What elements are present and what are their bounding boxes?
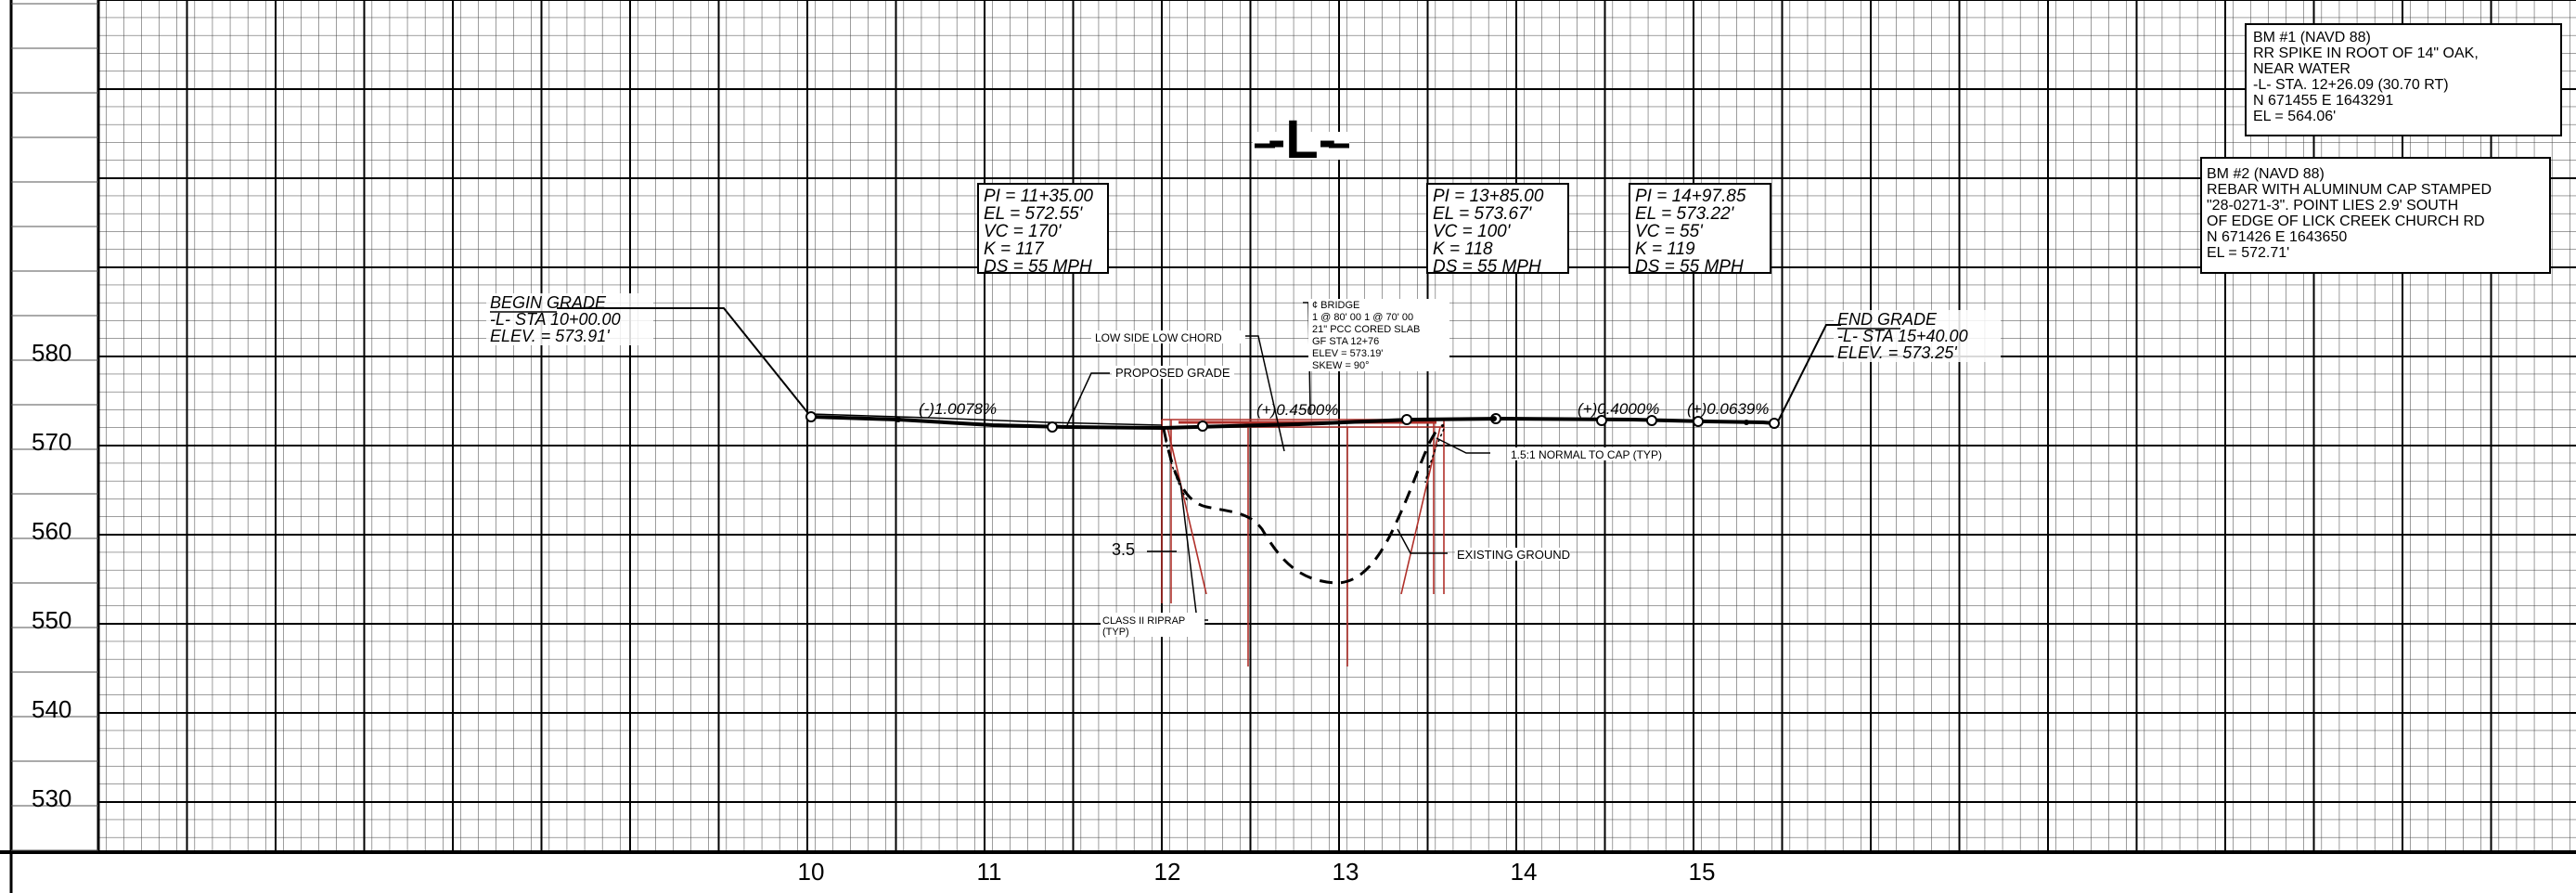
vc1-line: EL = 572.55' <box>984 204 1084 224</box>
benchmark-2-box: BM #2 (NAVD 88) REBAR WITH ALUMINUM CAP … <box>2200 157 2551 274</box>
bridge-callout: GF STA 12+76 <box>1312 336 1379 347</box>
existing-ground-line <box>1162 423 1445 585</box>
station-tick-label: 12 <box>1154 858 1181 886</box>
end-grade-line: -L- STA 15+40.00 <box>1837 327 1968 345</box>
bridge-callout: ELEV = 573.19' <box>1312 348 1383 359</box>
svg-text:PI = 13+85.00 EL = 573.6: PI = 13+85.00 EL = 573.67' VC = 100' K =… <box>1433 187 1549 277</box>
begin-grade-line: ELEV. = 573.91' <box>490 327 610 345</box>
elevation-tick-label: 580 <box>32 339 71 367</box>
title-letter: -L- <box>1268 110 1336 170</box>
bridge-callout: 21" PCC CORED SLAB <box>1312 324 1420 335</box>
elevation-axis: 580 570 560 550 540 530 <box>32 339 71 812</box>
vc2-line: EL = 573.67' <box>1433 204 1533 224</box>
bm1-line: N 671455 E 1643291 <box>2253 93 2393 109</box>
end-grade-line: END GRADE <box>1837 310 1938 329</box>
svg-text:BEGIN GRADE -L- STA 10+0: BEGIN GRADE -L- STA 10+00.00 ELEV. = 573… <box>490 293 625 345</box>
bm2-line: "28-0271-3". POINT LIES 2.9' SOUTH <box>2207 198 2458 214</box>
elevation-tick-label: 550 <box>32 606 71 634</box>
elevation-tick-label: 560 <box>32 517 71 545</box>
grade-label: (+)0.4500% <box>1256 401 1338 419</box>
bm2-line: N 671426 E 1643650 <box>2207 229 2347 245</box>
grade-label: (-)1.0078% <box>919 400 997 418</box>
begin-grade-note: BEGIN GRADE -L- STA 10+00.00 ELEV. = 573… <box>486 293 812 418</box>
slope-callout: 3.5 <box>1112 540 1135 559</box>
vc3-line: VC = 55' <box>1635 222 1704 241</box>
existing-ground-callout: EXISTING GROUND <box>1457 548 1570 562</box>
benchmark-1-box: BM #1 (NAVD 88) RR SPIKE IN ROOT OF 14" … <box>2245 23 2562 136</box>
elevation-tick-label: 540 <box>32 695 71 723</box>
end-grade-line: ELEV. = 573.25' <box>1837 343 1957 362</box>
bm1-line: NEAR WATER <box>2253 61 2351 77</box>
normal-to-cap-callout: 1.5:1 NORMAL TO CAP (TYP) <box>1511 448 1662 461</box>
svg-text:¢ BRIDGE 1 @ 80' 00 1 @: ¢ BRIDGE 1 @ 80' 00 1 @ 70' 00 21" PCC C… <box>1312 300 1423 371</box>
station-tick-label: 14 <box>1511 858 1538 886</box>
proposed-grade-line <box>805 411 1780 433</box>
vertical-curve-box-2: PI = 13+85.00 EL = 573.67' VC = 100' K =… <box>1426 183 1569 277</box>
riprap-callout: (TYP) <box>1102 627 1129 638</box>
vc1-line: VC = 170' <box>984 222 1063 241</box>
vertical-curve-box-3: PI = 14+97.85 EL = 573.22' VC = 55' K = … <box>1629 183 1771 277</box>
station-tick-label: 15 <box>1689 858 1716 886</box>
elevation-tick-label: 570 <box>32 428 71 456</box>
vc1-line: PI = 11+35.00 <box>984 187 1093 206</box>
profile-title: -L- <box>1253 110 1349 170</box>
vc2-line: K = 118 <box>1433 239 1493 259</box>
bm1-line: -L- STA. 12+26.09 (30.70 RT) <box>2253 77 2449 93</box>
bm2-line: EL = 572.71' <box>2207 245 2289 261</box>
station-tick-label: 10 <box>798 858 825 886</box>
vc3-line: PI = 14+97.85 <box>1635 187 1746 206</box>
bridge-callout: 1 @ 80' 00 1 @ 70' 00 <box>1312 312 1413 323</box>
grade-label: (+)0.4000% <box>1578 400 1659 418</box>
bm1-line: RR SPIKE IN ROOT OF 14" OAK, <box>2253 45 2479 61</box>
begin-grade-line: -L- STA 10+00.00 <box>490 310 621 329</box>
bm2-line: REBAR WITH ALUMINUM CAP STAMPED <box>2207 182 2492 198</box>
station-tick-label: 11 <box>977 858 1002 886</box>
left-margin-rows <box>11 3 98 851</box>
svg-text:BM #1 (NAVD 88) RR SPIKE: BM #1 (NAVD 88) RR SPIKE IN ROOT OF 14" … <box>2253 30 2482 124</box>
vc2-line: VC = 100' <box>1433 222 1512 241</box>
bridge-callout: SKEW = 90° <box>1312 360 1370 371</box>
grade-labels: (-)1.0078% (+)0.4500% (+)0.4000% (+)0.06… <box>919 400 1769 419</box>
svg-text:PI = 11+35.00 EL = 572.5: PI = 11+35.00 EL = 572.55' VC = 170' K =… <box>984 187 1098 277</box>
vc2-line: PI = 13+85.00 <box>1433 187 1544 206</box>
bm2-line: BM #2 (NAVD 88) <box>2207 166 2325 182</box>
bridge-callout: ¢ BRIDGE <box>1312 300 1359 311</box>
vc3-line: EL = 573.22' <box>1635 204 1735 224</box>
svg-text:CLASS II RIPRAP (TYP): CLASS II RIPRAP (TYP) <box>1102 615 1188 638</box>
vc1-line: DS = 55 MPH <box>984 257 1092 277</box>
vc2-line: DS = 55 MPH <box>1433 257 1541 277</box>
vertical-curve-box-1: PI = 11+35.00 EL = 572.55' VC = 170' K =… <box>977 183 1109 277</box>
svg-text:END GRADE -L- STA 15+40.: END GRADE -L- STA 15+40.00 ELEV. = 573.2… <box>1837 310 1973 362</box>
end-grade-note: END GRADE -L- STA 15+40.00 ELEV. = 573.2… <box>1775 310 2001 426</box>
proposed-grade-callout: PROPOSED GRADE <box>1115 366 1230 380</box>
svg-text:BM #2 (NAVD 88) REBAR WI: BM #2 (NAVD 88) REBAR WITH ALUMINUM CAP … <box>2207 166 2495 261</box>
riprap-callout: CLASS II RIPRAP <box>1102 615 1185 627</box>
vc1-line: K = 117 <box>984 239 1045 259</box>
vc3-line: DS = 55 MPH <box>1635 257 1744 277</box>
low-chord-callout: LOW SIDE LOW CHORD <box>1095 331 1222 344</box>
station-tick-label: 13 <box>1333 858 1359 886</box>
station-axis: 10 11 12 13 14 15 <box>798 858 1716 886</box>
bm1-line: EL = 564.06' <box>2253 109 2336 124</box>
bm1-line: BM #1 (NAVD 88) <box>2253 30 2371 45</box>
svg-text:PI = 14+97.85 EL = 573.2: PI = 14+97.85 EL = 573.22' VC = 55' K = … <box>1635 187 1751 277</box>
bm2-line: OF EDGE OF LICK CREEK CHURCH RD <box>2207 214 2485 229</box>
elevation-tick-label: 530 <box>32 784 71 812</box>
grade-label: (+)0.0639% <box>1687 400 1769 418</box>
vc3-line: K = 119 <box>1635 239 1695 259</box>
